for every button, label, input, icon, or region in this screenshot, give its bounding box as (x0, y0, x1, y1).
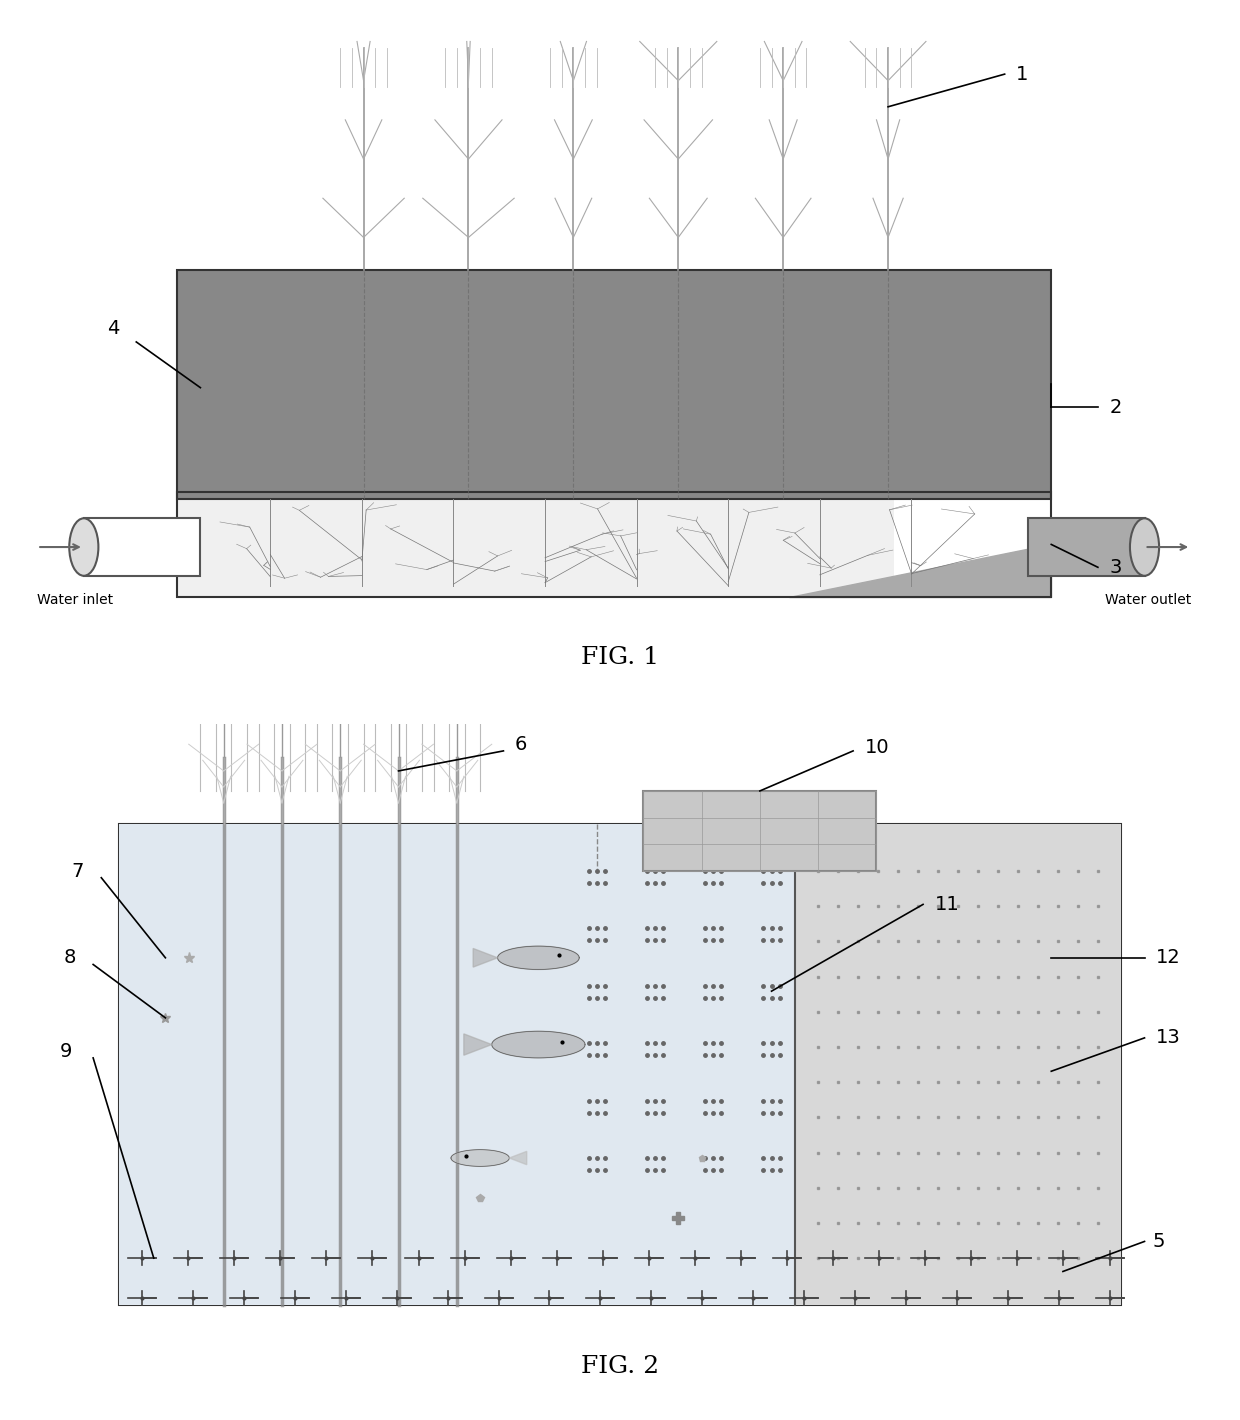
Text: 3: 3 (1110, 558, 1122, 577)
Bar (177, 493, 894, 596)
Text: 7: 7 (72, 862, 84, 880)
Text: 4: 4 (107, 320, 119, 338)
Text: 2: 2 (1110, 398, 1122, 416)
Ellipse shape (69, 518, 98, 575)
Polygon shape (474, 949, 497, 967)
Polygon shape (510, 1152, 527, 1164)
Polygon shape (497, 946, 579, 970)
Bar (84, 518, 201, 575)
Ellipse shape (1130, 518, 1159, 575)
Text: Water outlet: Water outlet (1105, 592, 1192, 606)
Text: 11: 11 (935, 895, 960, 914)
Bar (644, 791, 877, 870)
Bar (177, 493, 1052, 596)
Bar (119, 824, 1121, 1305)
Bar (795, 824, 1121, 1305)
Polygon shape (789, 544, 1052, 596)
Text: 1: 1 (1017, 65, 1029, 84)
Bar (177, 270, 1052, 498)
Bar (1028, 518, 1145, 575)
Text: Water inlet: Water inlet (37, 592, 113, 606)
Bar (119, 824, 795, 1305)
Text: 12: 12 (1156, 949, 1180, 967)
Text: 13: 13 (1156, 1028, 1180, 1048)
Polygon shape (464, 1034, 492, 1055)
Text: 9: 9 (61, 1042, 72, 1061)
Text: 8: 8 (63, 949, 76, 967)
Polygon shape (451, 1150, 510, 1166)
Text: FIG. 1: FIG. 1 (582, 646, 658, 669)
Text: 10: 10 (864, 738, 889, 757)
Text: FIG. 2: FIG. 2 (580, 1355, 660, 1379)
Polygon shape (492, 1031, 585, 1058)
Text: 6: 6 (515, 734, 527, 754)
Text: 5: 5 (1153, 1233, 1166, 1251)
